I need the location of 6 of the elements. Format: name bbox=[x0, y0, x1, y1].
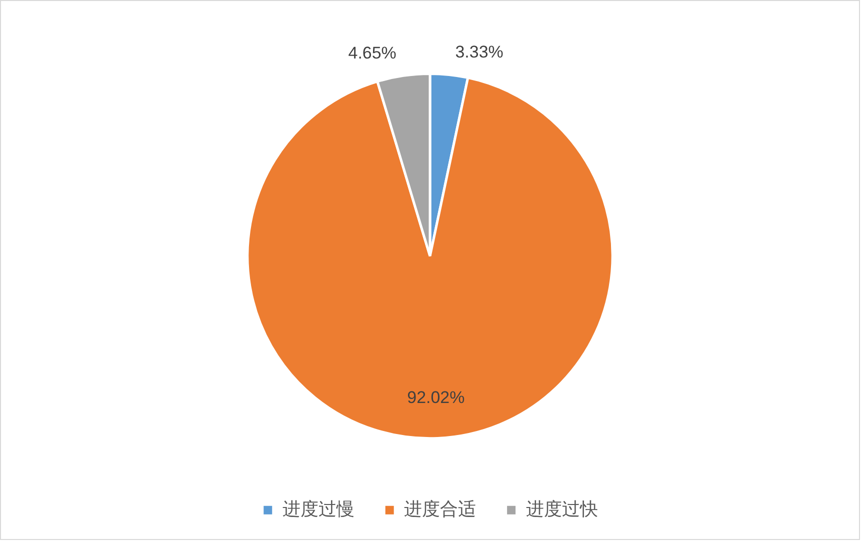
legend-label: 进度过慢 bbox=[282, 499, 354, 520]
data-label: 3.33% bbox=[455, 42, 504, 62]
legend-label: 进度合适 bbox=[404, 499, 476, 520]
data-label: 4.65% bbox=[348, 44, 396, 63]
legend-label: 进度过快 bbox=[526, 499, 598, 520]
data-label: 92.02% bbox=[407, 388, 465, 407]
